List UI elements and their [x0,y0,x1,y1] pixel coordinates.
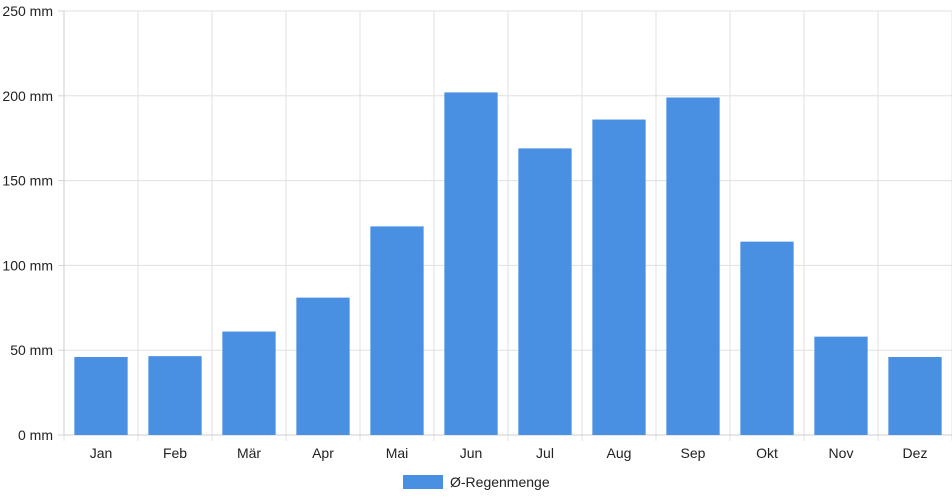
bar-8[interactable] [666,97,720,435]
y-axis-tick-labels: 0 mm 50 mm 100 mm 150 mm 200 mm 250 mm [2,3,53,443]
bar-0[interactable] [74,356,128,435]
x-tick-label: Dez [903,445,928,461]
x-tick-label: Jan [90,445,113,461]
y-tick-label: 0 mm [18,427,53,443]
x-tick-label: Apr [312,445,334,461]
bar-4[interactable] [370,226,424,435]
y-tick-label: 100 mm [2,257,53,273]
bars [74,92,942,436]
y-tick-label: 200 mm [2,88,53,104]
x-tick-label: Jul [536,445,554,461]
bar-1[interactable] [148,356,202,435]
legend-swatch[interactable] [403,475,443,489]
x-tick-label: Mär [237,445,261,461]
axes [58,10,952,436]
legend-label[interactable]: Ø-Regenmenge [450,474,550,490]
bar-10[interactable] [814,336,868,435]
bar-9[interactable] [740,241,794,435]
y-tick-label: 50 mm [10,342,53,358]
bar-6[interactable] [518,148,572,435]
bar-11[interactable] [888,356,942,435]
x-tick-label: Mai [386,445,409,461]
x-tick-label: Feb [163,445,187,461]
y-tick-label: 250 mm [2,3,53,19]
x-tick-label: Okt [756,445,778,461]
bar-2[interactable] [222,331,276,435]
bar-5[interactable] [444,92,498,436]
x-tick-label: Sep [681,445,706,461]
bar-7[interactable] [592,119,646,435]
x-axis-tick-labels: Jan Feb Mär Apr Mai Jun Jul Aug Sep Okt Nov Dez [90,445,928,461]
x-tick-label: Jun [460,445,483,461]
bar-3[interactable] [296,297,350,435]
x-tick-label: Aug [607,445,632,461]
legend[interactable]: Ø-Regenmenge [403,474,550,490]
y-tick-label: 150 mm [2,173,53,189]
x-tick-label: Nov [829,445,854,461]
